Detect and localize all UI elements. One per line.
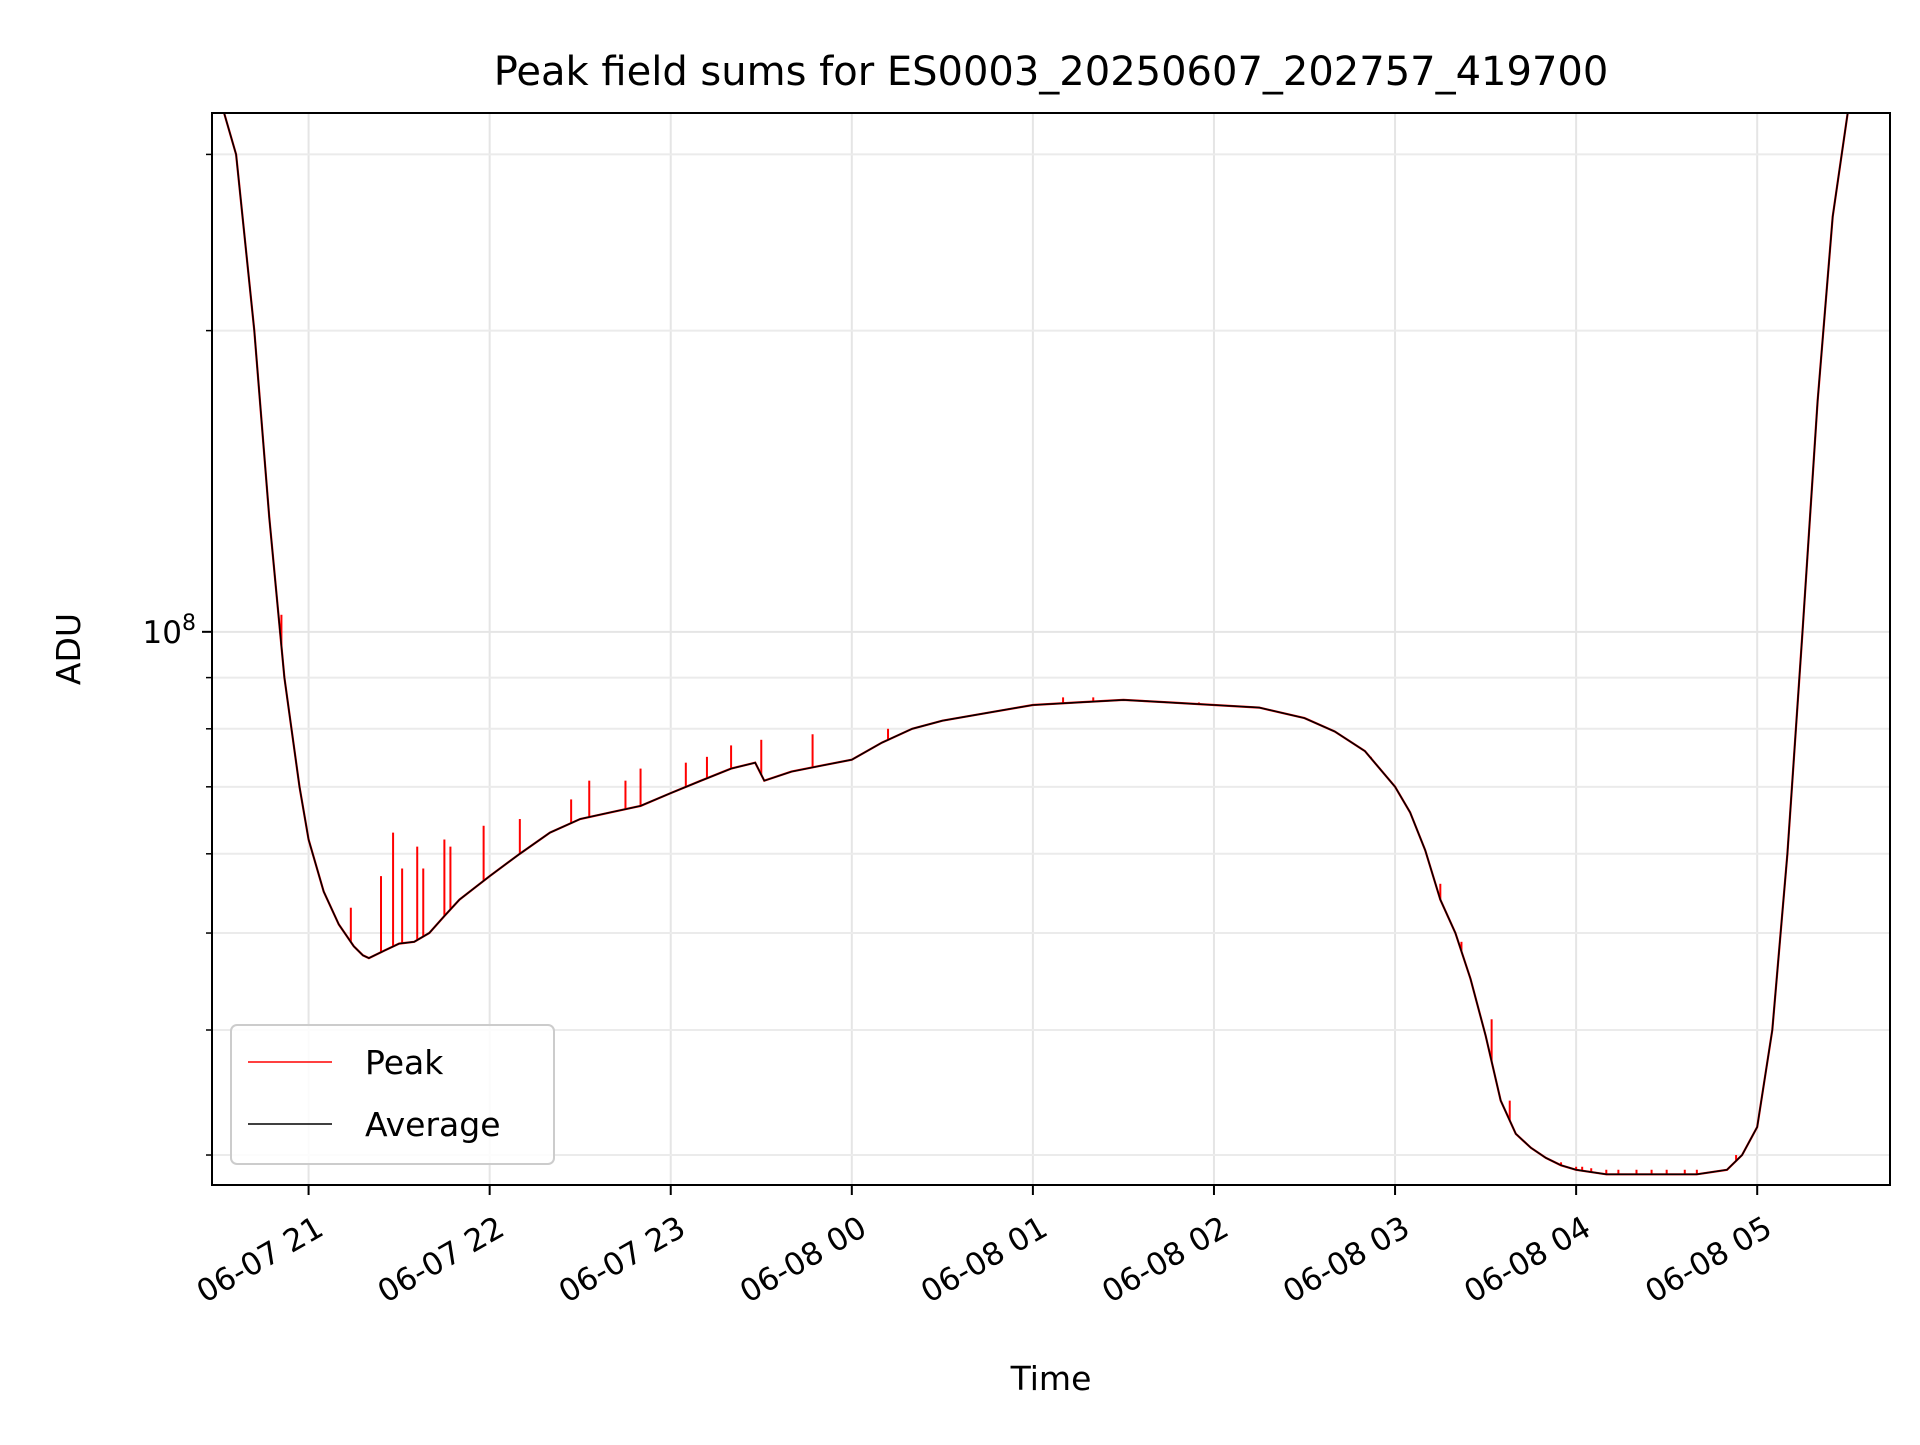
chart-title: Peak field sums for ES0003_20250607_2027… <box>494 49 1609 95</box>
series-line-average <box>223 113 1849 1176</box>
y-axis-label: ADU <box>49 613 88 685</box>
legend-label-peak: Peak <box>365 1043 444 1082</box>
legend: Peak Average <box>230 1024 555 1165</box>
legend-box <box>230 1024 555 1165</box>
series-group <box>223 113 1850 1176</box>
legend-label-average: Average <box>365 1105 501 1144</box>
x-axis-label: Time <box>1010 1359 1092 1398</box>
series-layer <box>223 113 1850 1176</box>
grid <box>212 113 1890 1185</box>
y-tick-label: 108 <box>143 611 196 651</box>
plot-area-frame <box>211 112 1891 1186</box>
